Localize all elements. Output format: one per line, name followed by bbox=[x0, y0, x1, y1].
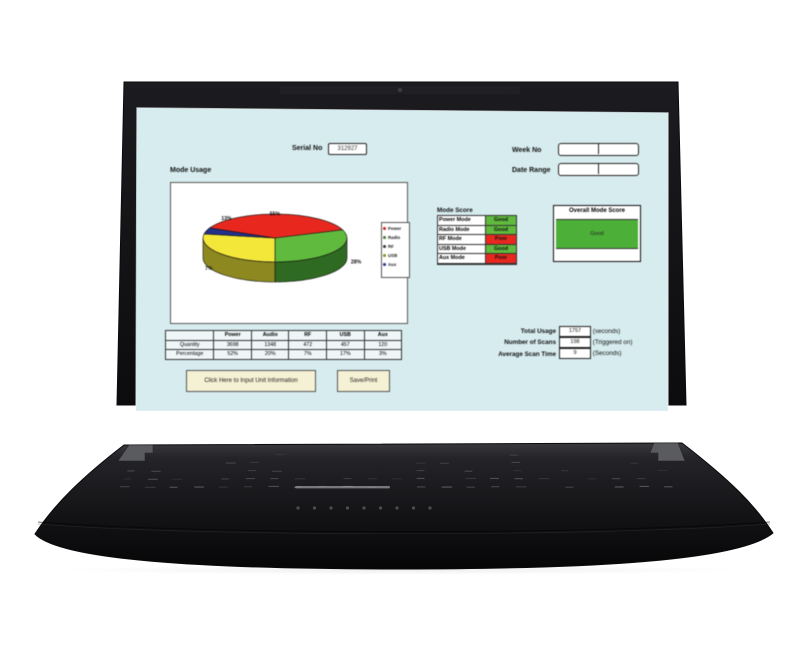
svg-text:28%: 28% bbox=[351, 260, 362, 266]
svg-text:13%: 13% bbox=[221, 216, 232, 222]
svg-text:7%: 7% bbox=[205, 266, 213, 272]
svg-text:55%: 55% bbox=[270, 212, 281, 218]
